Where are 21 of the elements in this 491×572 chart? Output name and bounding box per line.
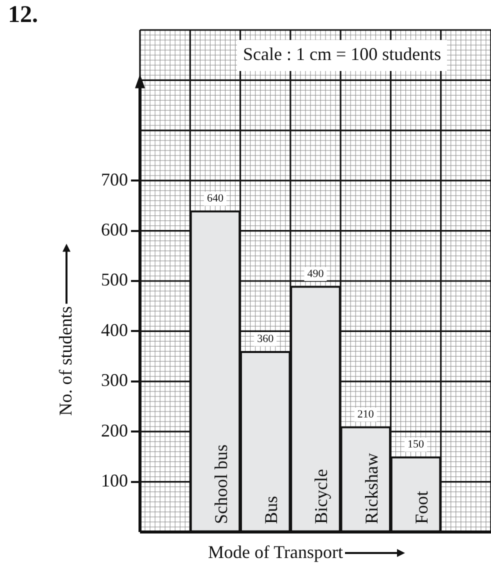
x-tick-label: Bicycle [311,469,332,524]
y-axis-title: No. of students [56,306,76,416]
y-tick-label: 300 [101,370,128,390]
data-label: 640 [206,192,224,205]
data-label: 360 [257,333,274,346]
y-tick-label: 500 [101,270,128,290]
y-tick-label: 200 [101,420,128,440]
chart-title: 12. [8,2,38,29]
y-tick-label: 100 [101,470,128,491]
x-tick-label: School bus [210,444,231,524]
x-tick-label: Rickshaw [361,453,382,524]
y-tick-label: 400 [101,320,128,340]
y-tick-label: 600 [101,220,128,240]
data-label: 150 [408,438,425,451]
data-label: 490 [307,268,324,280]
data-label: 210 [357,408,374,420]
annotation: Scale : 1 cm = 100 students [237,40,448,71]
x-tick-label: Bus [261,496,282,524]
y-tick-label: 700 [101,169,128,190]
x-tick-label: Foot [412,490,432,524]
x-axis-title: Mode of Transport [208,542,344,563]
